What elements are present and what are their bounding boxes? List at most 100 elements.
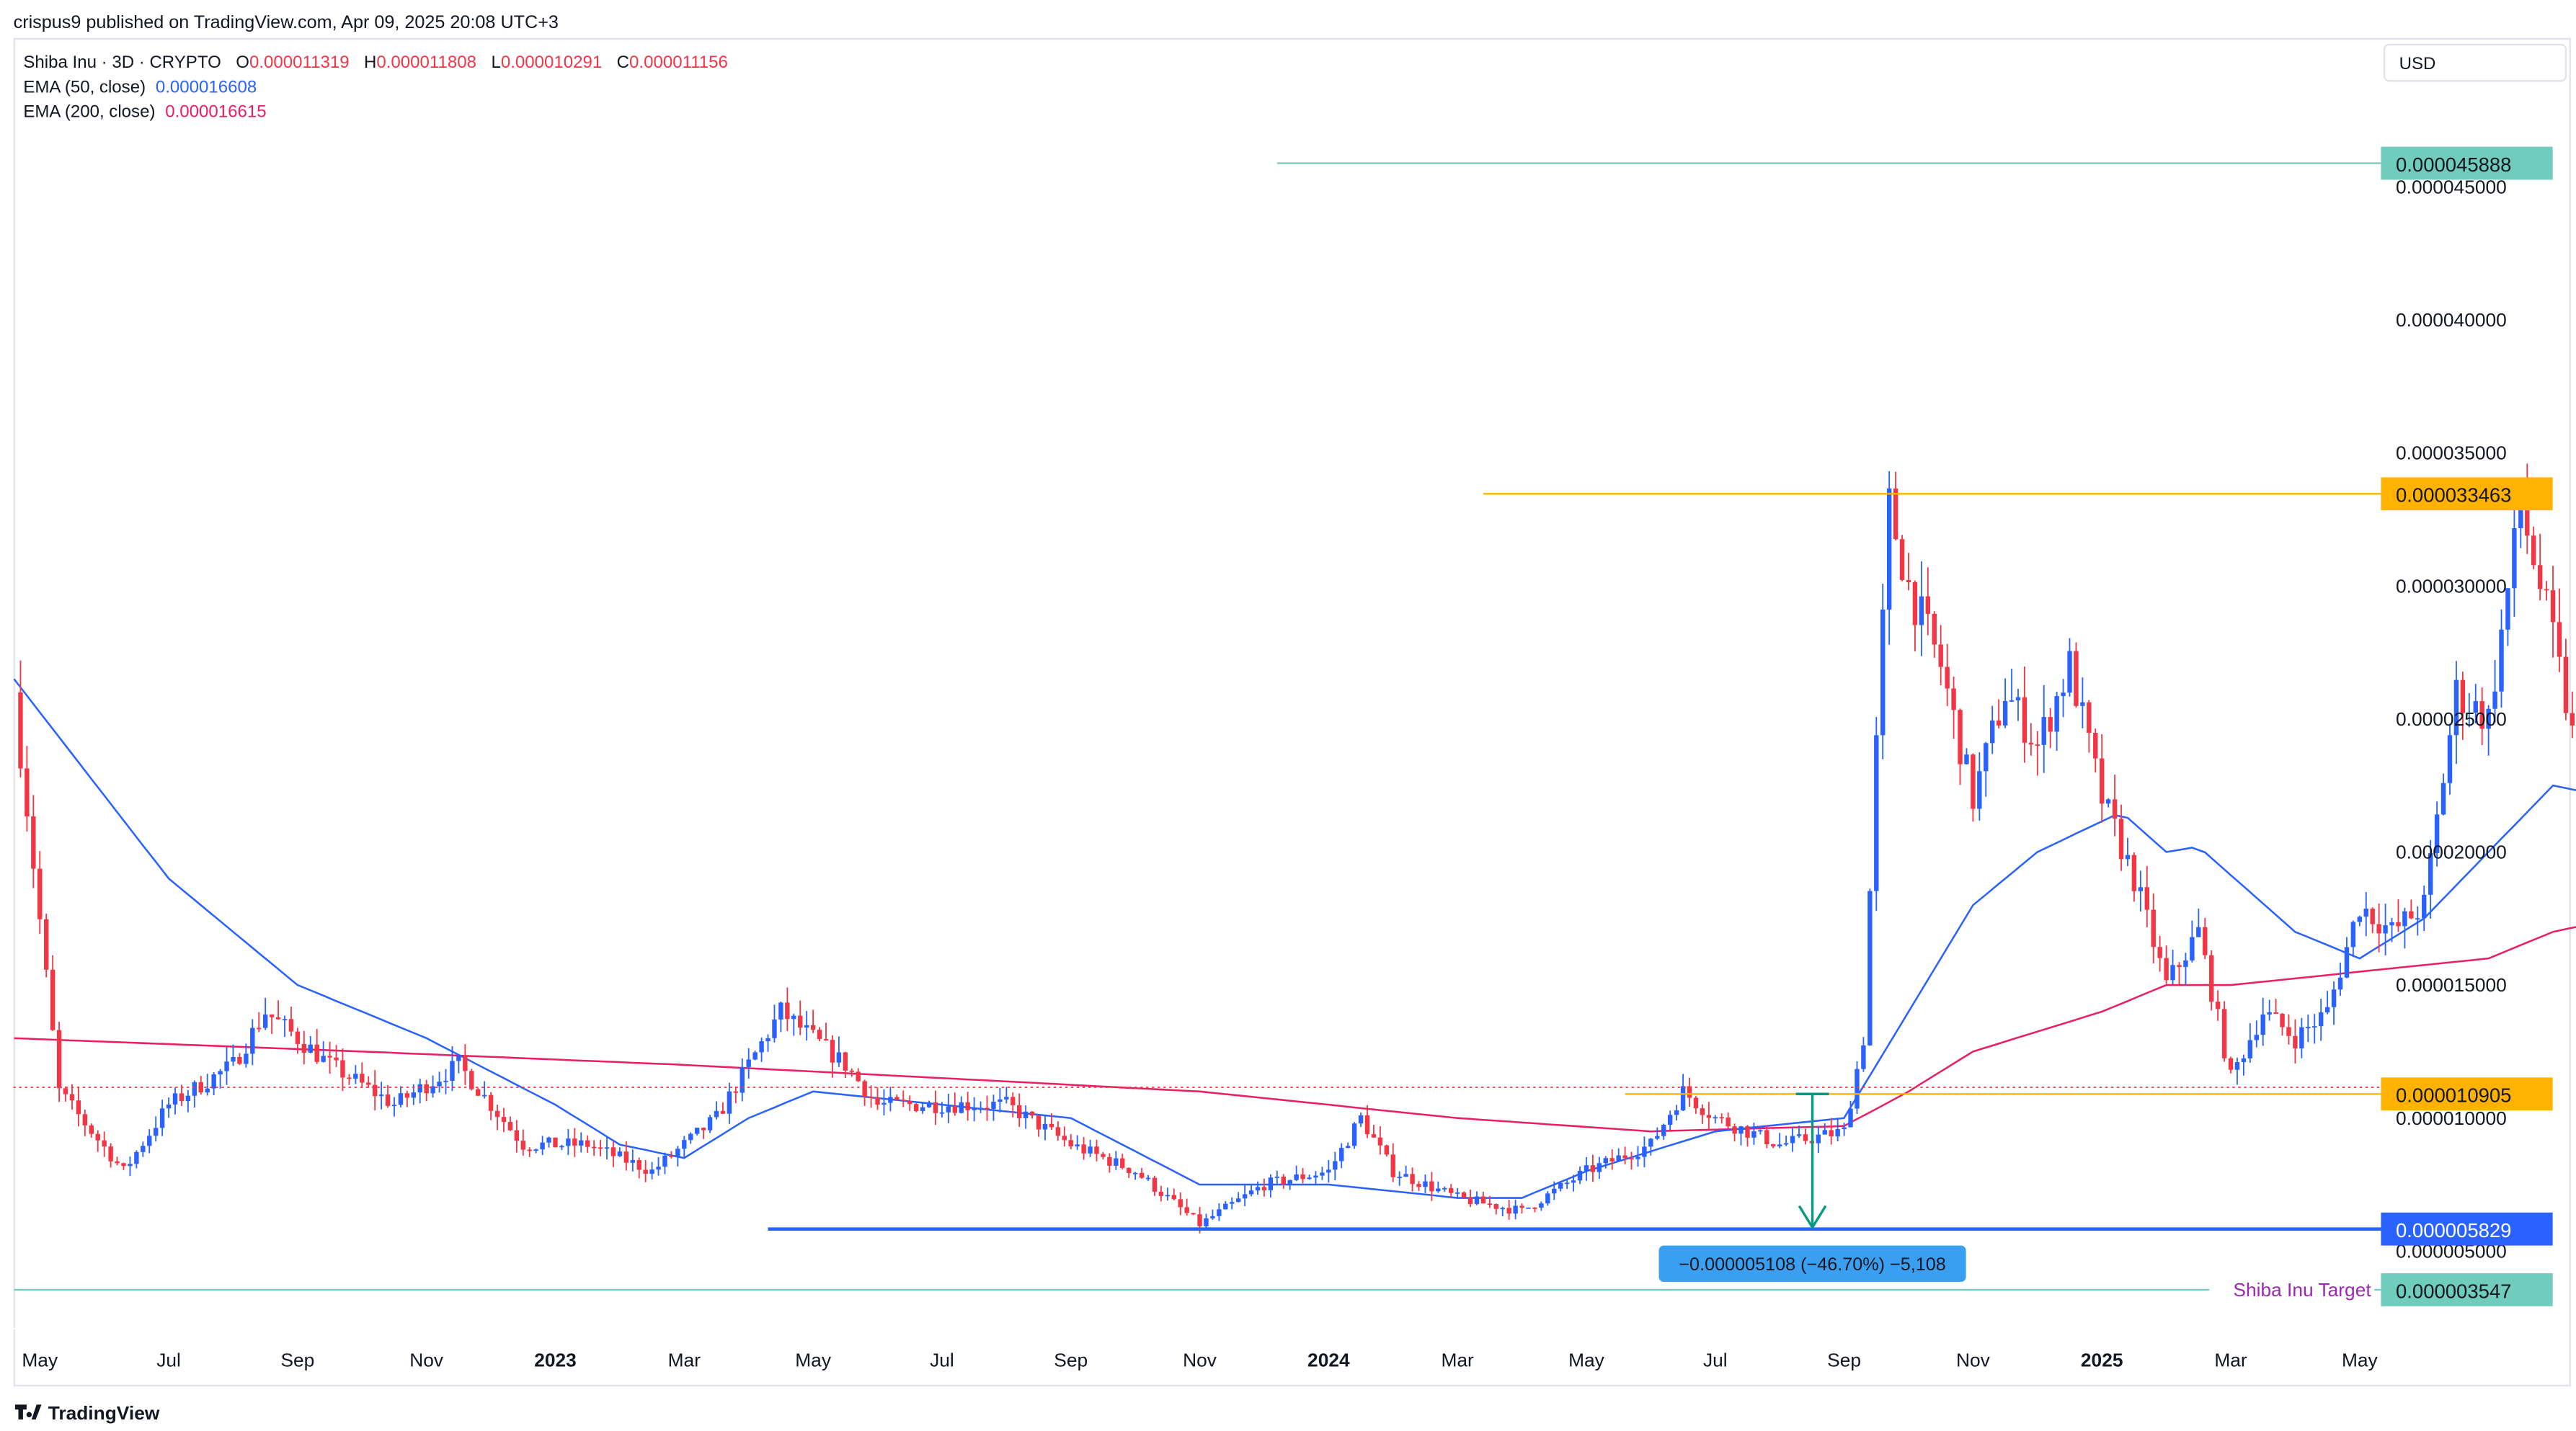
level-badge-low xyxy=(2381,1212,2553,1246)
candle-body xyxy=(2286,1027,2291,1036)
candle-body xyxy=(2247,1040,2253,1058)
candle-body xyxy=(385,1094,391,1106)
time-axis[interactable]: May Jul Sep Nov 2023 Mar May Jul Sep Nov 2024 Mar Ma… xyxy=(22,1350,2378,1371)
candle-body xyxy=(1674,1110,1679,1115)
currency-button[interactable] xyxy=(2383,43,2567,82)
level-lines xyxy=(13,162,2381,1291)
candle-body xyxy=(856,1071,861,1082)
candle-body xyxy=(1326,1169,1331,1173)
level-badge-text-resistance: 0.000033463 xyxy=(2396,484,2511,507)
candle-body xyxy=(308,1044,313,1053)
candle-body xyxy=(2396,922,2401,927)
candle-body xyxy=(740,1066,745,1093)
candle-body xyxy=(1075,1144,1080,1146)
candle-body xyxy=(2164,958,2169,981)
candle-body xyxy=(2267,1012,2272,1015)
candle-body xyxy=(1532,1207,1537,1209)
time-tick-label: May xyxy=(795,1350,832,1371)
candle-body xyxy=(869,1097,874,1099)
candle-body xyxy=(295,1031,301,1044)
candle-body xyxy=(972,1109,977,1110)
candle-body xyxy=(1745,1126,1750,1138)
legend-ema50[interactable]: EMA (50, close) 0.000016608 xyxy=(23,77,257,97)
candle-body xyxy=(1609,1158,1615,1162)
candle-body xyxy=(1867,891,1873,1046)
candle-body xyxy=(1655,1136,1660,1139)
candle-body xyxy=(1835,1129,1840,1137)
candle-body xyxy=(701,1128,706,1131)
candle-body xyxy=(2460,679,2466,713)
candle-body xyxy=(1667,1115,1673,1125)
candle-body xyxy=(617,1151,623,1156)
candle-body xyxy=(198,1082,203,1093)
price-axis[interactable]: 0.000045000 0.000040000 0.000035000 0.00003… xyxy=(2396,176,2507,1262)
candle-body xyxy=(2499,629,2504,692)
candle-body xyxy=(372,1084,378,1097)
candle-body xyxy=(2260,1014,2265,1035)
candle-body xyxy=(1790,1136,1795,1144)
candle-body xyxy=(1777,1144,1782,1146)
price-tick-label: 0.000040000 xyxy=(2396,309,2507,331)
candle-body xyxy=(630,1160,635,1163)
price-tick-label: 0.000020000 xyxy=(2396,842,2507,863)
candle-body xyxy=(694,1128,700,1134)
candle-body xyxy=(610,1147,616,1156)
candle-body xyxy=(1023,1111,1029,1118)
time-tick-label: Mar xyxy=(668,1350,701,1371)
candle-body xyxy=(604,1147,610,1149)
candle-body xyxy=(507,1122,513,1131)
candle-body xyxy=(391,1105,397,1107)
candle-body xyxy=(476,1089,481,1096)
candle-body xyxy=(1217,1209,1222,1216)
candle-body xyxy=(533,1149,538,1151)
candle-body xyxy=(1829,1130,1834,1137)
price-tick-label: 0.000045000 xyxy=(2396,176,2507,197)
candle-body xyxy=(2183,960,2188,967)
candle-body xyxy=(2118,819,2124,860)
candle-body xyxy=(1635,1156,1640,1159)
candle-body xyxy=(1506,1208,1511,1214)
candle-body xyxy=(172,1093,178,1105)
price-tick-label: 0.000025000 xyxy=(2396,708,2507,730)
candle-body xyxy=(2537,565,2543,589)
ema200-line xyxy=(14,926,2576,1133)
candle-body xyxy=(2099,758,2105,804)
candle-body xyxy=(1107,1156,1112,1166)
candle-body xyxy=(1732,1126,1737,1134)
candle-body xyxy=(2015,697,2021,701)
candle-body xyxy=(1062,1136,1067,1141)
candle-body xyxy=(998,1099,1003,1102)
candle-body xyxy=(585,1140,590,1147)
target-label: Shiba Inu Target xyxy=(2233,1279,2371,1301)
candle-body xyxy=(2518,506,2523,529)
candle-body xyxy=(2035,744,2040,746)
candle-body xyxy=(282,1019,288,1021)
candle-body xyxy=(2093,732,2098,759)
low-value: 0.000010291 xyxy=(501,53,602,72)
legend-ema200[interactable]: EMA (200, close) 0.000016615 xyxy=(23,102,266,122)
candle-body xyxy=(2453,679,2459,736)
candle-body xyxy=(688,1133,693,1141)
candle-body xyxy=(1384,1145,1390,1155)
candle-body xyxy=(334,1057,339,1061)
candle-body xyxy=(2074,651,2079,706)
candle-body xyxy=(913,1104,919,1112)
candle-body xyxy=(1526,1207,1531,1209)
candle-body xyxy=(1294,1174,1299,1180)
candle-body xyxy=(1706,1115,1712,1118)
candle-body xyxy=(1693,1097,1699,1109)
candle-body xyxy=(2479,701,2484,729)
candle-body xyxy=(1281,1176,1286,1185)
candle-body xyxy=(2324,1007,2330,1013)
candle-body xyxy=(1726,1117,1731,1127)
candle-body xyxy=(875,1097,880,1105)
candle-body xyxy=(579,1140,584,1146)
candle-body xyxy=(102,1140,107,1147)
candle-body xyxy=(2234,1062,2240,1070)
candle-body xyxy=(1571,1180,1576,1183)
level-badge-resistance xyxy=(2381,477,2553,511)
candle-body xyxy=(991,1102,996,1109)
candle-body xyxy=(1371,1134,1377,1138)
candle-body xyxy=(1429,1181,1434,1192)
